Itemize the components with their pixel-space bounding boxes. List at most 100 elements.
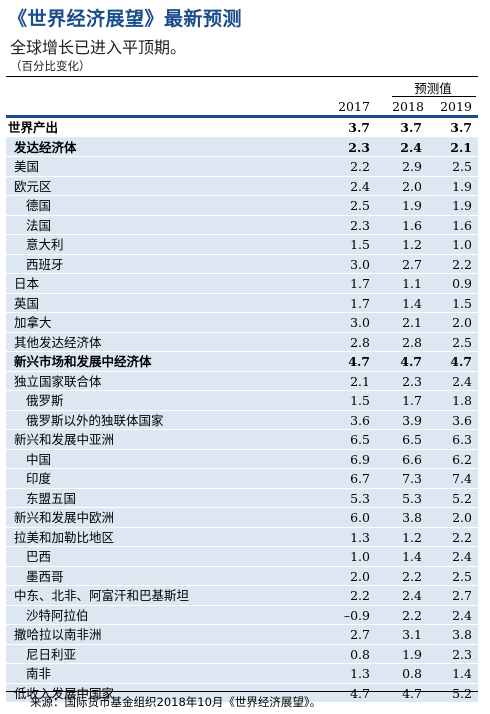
- table-row: 西班牙 3.0 2.7 2.2: [6, 254, 478, 274]
- row-value-2019: 2.3: [452, 646, 472, 662]
- row-value-2019: 3.6: [452, 412, 472, 428]
- table-row: 尼日利亚 0.8 1.9 2.3: [6, 644, 478, 664]
- row-value-2017: 1.5: [350, 237, 370, 252]
- row-value-2017: 2.7: [350, 627, 370, 642]
- row-value-2019: 2.2: [452, 256, 472, 272]
- row-value-2019: 1.4: [452, 666, 472, 681]
- row-value-2018: 2.8: [402, 334, 422, 350]
- row-value-2017: 1.7: [350, 276, 370, 291]
- row-value-2019: 1.0: [452, 237, 472, 252]
- row-label: 法国: [26, 217, 52, 233]
- table-row: 德国 2.5 1.9 1.9: [6, 196, 478, 216]
- row-value-2017: 1.5: [350, 393, 370, 408]
- table-row: 欧元区 2.4 2.0 1.9: [6, 176, 478, 196]
- row-label: 加拿大: [14, 315, 52, 330]
- row-value-2017: 2.1: [350, 373, 370, 389]
- row-value-2019: 2.5: [452, 334, 472, 350]
- row-value-2017: 2.5: [350, 198, 370, 213]
- row-value-2018: 1.9: [402, 198, 422, 213]
- row-value-2018: 3.7: [400, 120, 422, 135]
- year-header-2019: 2019: [440, 99, 472, 114]
- forecast-rule: [392, 96, 476, 97]
- row-value-2019: 2.4: [452, 549, 472, 564]
- row-label: 新兴和发展中亚洲: [14, 432, 115, 447]
- row-value-2018: 7.3: [402, 471, 422, 486]
- row-value-2017: 3.7: [348, 120, 370, 135]
- forecast-header: 预测值: [414, 81, 452, 96]
- table-row: 法国 2.3 1.6 1.6: [6, 215, 478, 235]
- row-value-2017: 6.5: [350, 432, 370, 447]
- row-value-2019: 1.5: [452, 295, 472, 311]
- table-row: 意大利 1.5 1.2 1.0: [6, 235, 478, 255]
- row-value-2017: 6.0: [350, 510, 370, 525]
- table-row: 英国 1.7 1.4 1.5: [6, 293, 478, 313]
- row-value-2018: 5.3: [402, 490, 422, 506]
- table-bottom-rule: [6, 691, 478, 692]
- row-value-2018: 1.2: [402, 529, 422, 545]
- row-label: 沙特阿拉伯: [26, 607, 89, 623]
- row-value-2018: 3.9: [402, 412, 422, 428]
- row-label: 印度: [26, 471, 52, 486]
- row-value-2018: 2.3: [402, 373, 422, 389]
- row-label: 低收入发展中国家: [14, 685, 115, 701]
- row-value-2018: 0.8: [402, 666, 422, 681]
- row-value-2018: 1.4: [402, 549, 422, 564]
- row-value-2018: 4.7: [400, 354, 422, 369]
- row-value-2017: 2.3: [348, 139, 370, 155]
- row-value-2018: 2.7: [402, 256, 422, 272]
- forecast-table: 世界产出 3.7 3.7 3.7 发达经济体 2.3 2.4 2.1 美国 2.2 2.9 2.5 欧元…: [6, 118, 478, 703]
- row-value-2018: 1.4: [402, 295, 422, 311]
- row-value-2019: 2.0: [452, 315, 472, 330]
- row-value-2019: 2.5: [452, 159, 472, 174]
- row-label: 墨西哥: [26, 568, 64, 584]
- row-value-2019: 5.2: [452, 490, 472, 506]
- row-value-2017: 1.7: [350, 295, 370, 311]
- row-label: 撒哈拉以南非洲: [14, 627, 102, 642]
- row-value-2017: 1.0: [350, 549, 370, 564]
- row-value-2019: 2.1: [450, 139, 472, 155]
- table-row: 新兴市场和发展中经济体 4.7 4.7 4.7: [6, 352, 478, 372]
- row-value-2019: 6.2: [452, 451, 472, 467]
- row-label: 其他发达经济体: [14, 334, 102, 350]
- row-value-2018: 3.1: [402, 627, 422, 642]
- row-value-2017: 3.6: [350, 412, 370, 428]
- header-top-rule: [6, 76, 478, 77]
- row-value-2018: 4.7: [402, 685, 422, 701]
- row-value-2018: 1.7: [402, 393, 422, 408]
- table-row: 中国 6.9 6.6 6.2: [6, 449, 478, 469]
- row-label: 意大利: [26, 237, 64, 252]
- row-label: 新兴和发展中欧洲: [14, 510, 115, 525]
- row-value-2017: 2.2: [350, 588, 370, 603]
- table-row: 沙特阿拉伯 –0.9 2.2 2.4: [6, 605, 478, 625]
- table-row: 墨西哥 2.0 2.2 2.5: [6, 566, 478, 586]
- row-label: 东盟五国: [26, 490, 77, 506]
- table-row: 新兴和发展中欧洲 6.0 3.8 2.0: [6, 508, 478, 528]
- table-row: 其他发达经济体 2.8 2.8 2.5: [6, 332, 478, 352]
- row-value-2018: 1.6: [402, 217, 422, 233]
- row-label: 欧元区: [14, 178, 52, 194]
- row-value-2017: –0.9: [343, 607, 370, 623]
- row-value-2019: 1.6: [452, 217, 472, 233]
- row-label: 中东、北非、阿富汗和巴基斯坦: [14, 588, 190, 603]
- row-value-2018: 2.0: [402, 178, 422, 194]
- table-row: 美国 2.2 2.9 2.5: [6, 157, 478, 177]
- row-value-2018: 2.2: [402, 568, 422, 584]
- row-value-2018: 1.1: [402, 276, 422, 291]
- row-value-2019: 1.8: [452, 393, 472, 408]
- page-title: 《世界经济展望》最新预测: [8, 8, 243, 30]
- row-value-2018: 2.1: [402, 315, 422, 330]
- row-value-2019: 1.9: [452, 178, 472, 194]
- row-value-2019: 1.9: [452, 198, 472, 213]
- row-value-2017: 5.3: [350, 490, 370, 506]
- table-row: 世界产出 3.7 3.7 3.7: [6, 118, 478, 138]
- row-label: 世界产出: [8, 120, 59, 135]
- row-value-2017: 1.3: [350, 529, 370, 545]
- row-value-2019: 2.7: [452, 588, 472, 603]
- row-value-2017: 6.7: [350, 471, 370, 486]
- table-row: 南非 1.3 0.8 1.4: [6, 664, 478, 684]
- row-value-2018: 1.9: [402, 646, 422, 662]
- row-label: 巴西: [26, 549, 52, 564]
- table-row: 新兴和发展中亚洲 6.5 6.5 6.3: [6, 430, 478, 450]
- row-value-2019: 2.2: [452, 529, 472, 545]
- page-subtitle: 全球增长已进入平顶期。: [10, 38, 187, 57]
